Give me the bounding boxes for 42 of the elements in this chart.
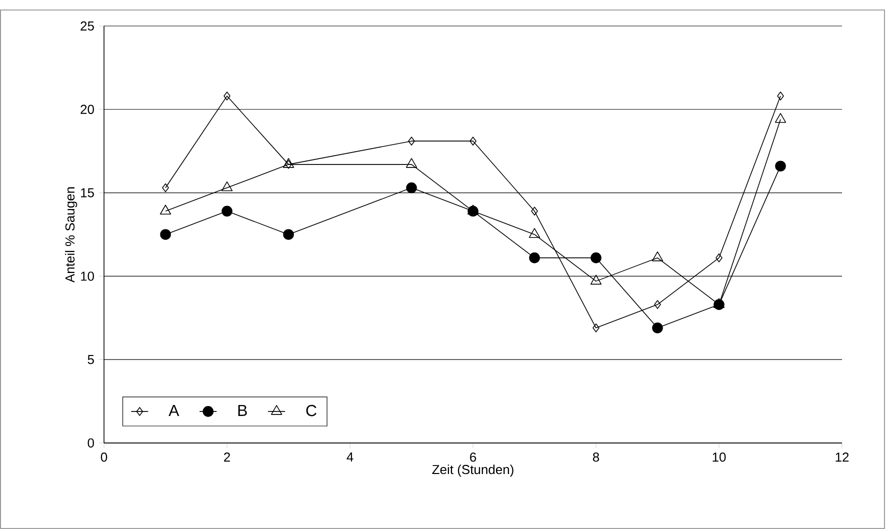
point [160, 229, 171, 240]
point [592, 323, 600, 332]
point [775, 160, 786, 172]
point [408, 136, 415, 146]
x-axis-title: Zeit (Stunden) [432, 464, 514, 477]
point [470, 136, 476, 146]
x-tick-label: 0 [100, 452, 108, 462]
point [777, 92, 784, 100]
point [222, 206, 232, 217]
point [652, 322, 663, 334]
x-tick-label: 10 [712, 452, 726, 462]
y-tick-label: 5 [88, 355, 94, 364]
point [716, 253, 722, 262]
y-tick-label: 0 [88, 438, 94, 448]
point [406, 182, 417, 194]
x-tick-label: 6 [470, 452, 476, 462]
point [160, 204, 172, 215]
legend-label: C [306, 404, 316, 416]
x-tick-label: 12 [836, 452, 849, 462]
point [652, 251, 664, 262]
point [531, 206, 538, 216]
point [590, 252, 602, 264]
point [224, 92, 230, 100]
point [283, 229, 294, 240]
point [162, 183, 169, 192]
legend-label: B [238, 404, 247, 416]
point [654, 300, 661, 309]
y-tick-label: 10 [81, 272, 94, 281]
point [528, 228, 540, 238]
y-tick-label: 20 [80, 104, 94, 114]
point [590, 274, 602, 285]
legend-label: A [168, 404, 180, 416]
point [221, 181, 233, 192]
y-tick-label: 15 [81, 188, 94, 198]
y-axis-title: Anteil % Saugen [65, 187, 78, 283]
x-tick-label: 8 [592, 452, 600, 462]
x-tick-label: 2 [224, 452, 230, 462]
y-tick-label: 25 [80, 21, 94, 31]
x-tick-label: 4 [346, 452, 354, 462]
point [406, 158, 418, 168]
point [529, 252, 540, 264]
point [774, 112, 786, 123]
